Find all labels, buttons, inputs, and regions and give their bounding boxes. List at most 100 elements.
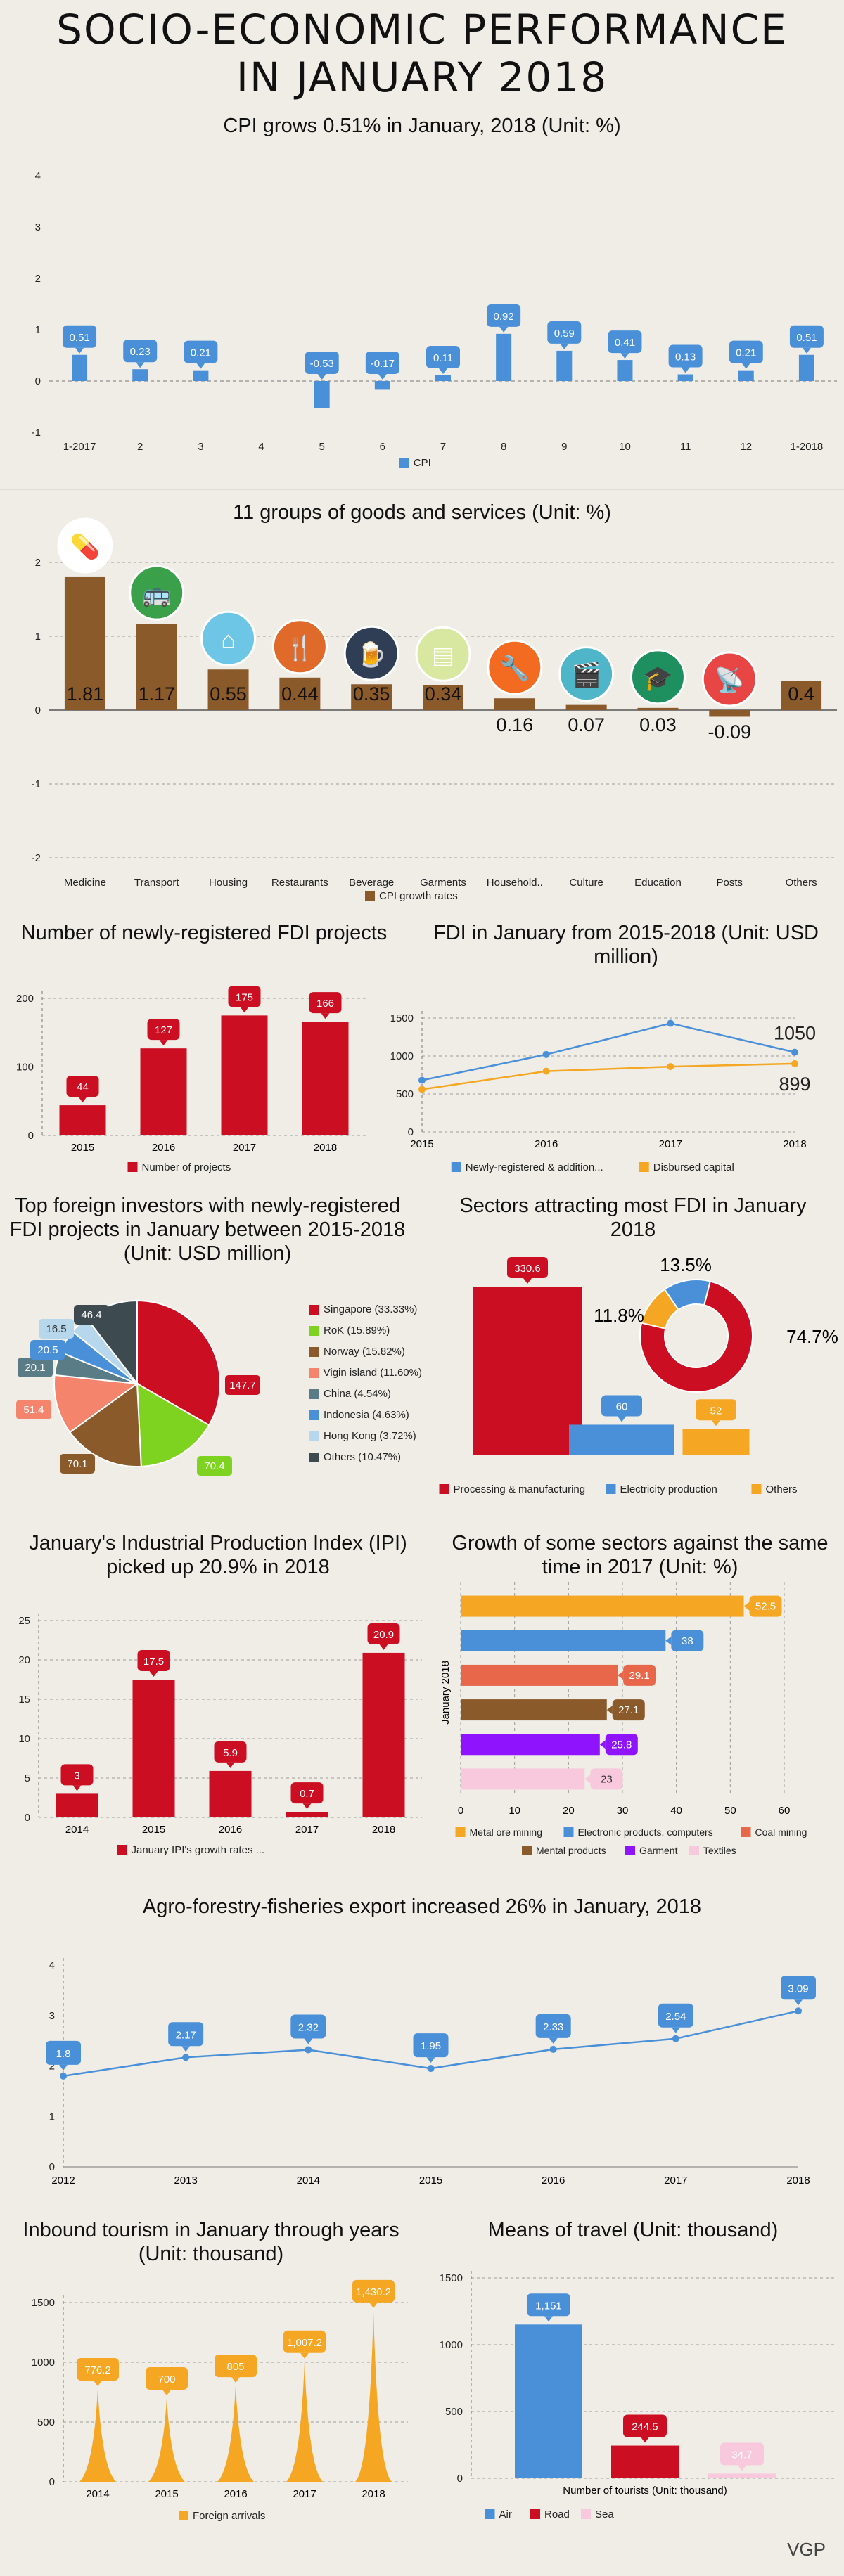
goods-bar xyxy=(64,576,106,710)
y-tick-label: 2 xyxy=(35,557,41,569)
ipi-chart: 0 5 10 15 20 25 3 2014 17.5 2015 5.9 2016 0.7 2017 20.… xyxy=(0,1589,436,1870)
legend-swatch xyxy=(309,1410,319,1420)
cpi-value-label-box xyxy=(668,344,703,368)
x-tick-label: 9 xyxy=(561,441,567,453)
pie-value-box xyxy=(197,1456,232,1476)
y-tick-label: 100 xyxy=(16,1062,34,1074)
fdi-projects-title: Number of newly-registered FDI projects xyxy=(20,922,388,944)
travel-value: 34.7 xyxy=(731,2449,752,2461)
goods-value-label: 0.55 xyxy=(210,683,247,704)
goods-bar xyxy=(351,684,392,710)
legend-swatch xyxy=(309,1389,319,1399)
x-tick-label: 2018 xyxy=(783,1138,806,1150)
ipi-bar xyxy=(209,1770,252,1817)
pie-value-box xyxy=(225,1375,260,1395)
goods-chart-svg: -2 -1 0 1 2 1.81 Medicine 💊 1.17 Transport 🚌 0.55 Ho… xyxy=(32,517,837,902)
x-tick-label: 2015 xyxy=(410,1138,433,1150)
legend-swatch xyxy=(639,1162,649,1172)
x-tick-label: 2014 xyxy=(297,2175,320,2187)
x-axis-title: Number of tourists (Unit: thousand) xyxy=(563,2485,727,2497)
x-tick-label: 4 xyxy=(258,441,264,453)
y-tick-label: 1000 xyxy=(390,1050,414,1062)
legend-swatch xyxy=(581,2509,591,2519)
tourism-value-pointer xyxy=(300,2352,309,2359)
x-tick-label: 5 xyxy=(319,441,325,453)
fdi-project-value-box xyxy=(228,986,261,1007)
tourism-value: 1,007.2 xyxy=(287,2337,322,2349)
tourism-value: 1,430.2 xyxy=(356,2286,391,2298)
legend-swatch xyxy=(625,1846,635,1855)
cpi-bar xyxy=(556,350,573,381)
x-tick-label: 2015 xyxy=(142,1824,165,1836)
goods-value-label: -0.09 xyxy=(708,721,751,742)
page-title-line2: IN JANUARY 2018 xyxy=(236,53,608,101)
tourism-spike xyxy=(286,2361,323,2482)
agro-value-label: 2.54 xyxy=(665,2011,686,2023)
travel-title: Means of travel (Unit: thousand) xyxy=(487,2219,779,2241)
fdi-trend-point xyxy=(418,1076,426,1084)
agro-value-label: 1.8 xyxy=(56,2048,71,2060)
legend-label: CPI growth rates xyxy=(379,890,458,902)
y-tick-label: 0 xyxy=(25,1812,30,1824)
legend-swatch xyxy=(606,1484,616,1494)
legend-swatch xyxy=(309,1368,319,1378)
y-tick-label: 1 xyxy=(35,324,41,336)
bus-icon: 🚌 xyxy=(142,581,172,607)
growth-bar xyxy=(461,1664,618,1686)
pie-value-label: 46.4 xyxy=(81,1309,101,1321)
x-tick-label: 50 xyxy=(724,1805,736,1817)
fdi-trend-line xyxy=(421,1022,795,1081)
legend-swatch xyxy=(179,2511,188,2520)
x-tick-label: 60 xyxy=(779,1805,791,1817)
y-tick-label: 0 xyxy=(457,2473,463,2485)
legend-swatch xyxy=(522,1846,532,1855)
credit-logo: VGP xyxy=(787,2539,826,2560)
sector-value: 330.6 xyxy=(514,1263,541,1275)
pie-value-label: 16.5 xyxy=(46,1323,66,1335)
investor-legend-item: Others (10.47%) xyxy=(309,1447,422,1468)
sector-growth-chart: 0 10 20 30 40 50 60 January 2018 52.5 38 29.1 27.1 2… xyxy=(436,1575,844,1877)
house-icon-circle xyxy=(200,610,257,666)
ipi-bar xyxy=(286,1812,328,1817)
x-tick-label: 2012 xyxy=(51,2175,75,2187)
cpi-chart-title: CPI grows 0.51% in January, 2018 (Unit: … xyxy=(223,115,621,137)
fdi-trend-point xyxy=(418,1086,426,1093)
y-tick-label: 0 xyxy=(408,1126,414,1138)
goods-value-label: 1.17 xyxy=(138,683,175,704)
x-tick-label: 2016 xyxy=(152,1142,175,1154)
investor-legend-item: China (4.54%) xyxy=(309,1384,422,1405)
fdi-project-value-pointer xyxy=(78,1097,87,1103)
cpi-value-label: 0.21 xyxy=(736,347,756,359)
y-tick-label: 25 xyxy=(18,1615,30,1627)
legend-label: Singapore (33.33%) xyxy=(324,1303,418,1315)
growth-value-label: 38 xyxy=(682,1635,693,1647)
y-tick-label: 15 xyxy=(18,1694,30,1706)
y-tick-label: 1500 xyxy=(390,1012,414,1024)
investor-legend-item: Indonesia (4.63%) xyxy=(309,1405,422,1426)
cpi-value-label: 0.51 xyxy=(69,332,89,344)
fdi-trend-point xyxy=(791,1048,798,1056)
tourism-spike xyxy=(355,2310,392,2482)
sectors-title: Sectors attracting most FDI in January 2… xyxy=(459,1194,807,1241)
fdi-project-value: 175 xyxy=(236,991,253,1003)
x-tick-label: Others xyxy=(786,877,817,889)
x-tick-label: 1-2018 xyxy=(791,441,824,453)
agro-value-label-pointer xyxy=(549,2037,558,2044)
y-tick-label: 10 xyxy=(18,1733,30,1745)
x-tick-label: 2017 xyxy=(295,1824,319,1836)
growth-bar xyxy=(461,1595,744,1617)
fdi-project-bar xyxy=(221,1015,268,1135)
x-tick-label: Garments xyxy=(420,877,466,889)
y-tick-label: 2 xyxy=(35,273,41,285)
legend-label: Newly-registered & addition... xyxy=(466,1161,603,1173)
investors-pie-chart: 147.7 70.4 70.1 51.4 20.1 20.5 16.5 46.4 xyxy=(0,1280,422,1490)
fdi-project-value-box xyxy=(66,1076,99,1097)
x-tick-label: 2017 xyxy=(664,2175,687,2187)
agro-svg: 0 1 2 3 4 1.8 2012 2.17 2013 2.32 2014 1.95 2015 2.33… xyxy=(46,1958,816,2187)
investor-legend-item: Singapore (33.33%) xyxy=(309,1299,422,1320)
cpi-value-label: 0.21 xyxy=(191,347,211,359)
x-tick-label: Transport xyxy=(134,877,179,889)
legend-swatch xyxy=(309,1453,319,1462)
ipi-value-box xyxy=(214,1741,247,1763)
cpi-value-label: 0.41 xyxy=(615,337,635,349)
